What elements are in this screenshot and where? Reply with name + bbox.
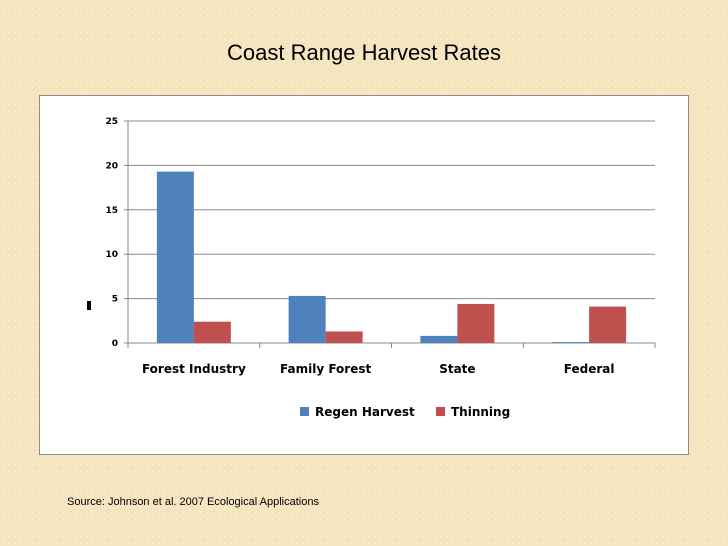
gridlines [128,120,655,300]
axis-labels: 0 5 10 15 20 25 Forest Industry Family Forest St… [105,117,614,376]
bar-chart: 0 5 10 15 20 25 Forest Industry Family Forest St… [87,117,656,419]
x-category-label: Federal [564,362,615,376]
y-tick-label: 0 [112,339,118,349]
chart-frame: 0 5 10 15 20 25 Forest Industry Family Forest St… [39,95,689,455]
y-tick-label: 15 [105,206,118,216]
legend-swatch [300,407,309,416]
source-note: Source: Johnson et al. 2007 Ecological A… [67,496,319,508]
bar-regen-harvest [552,342,590,343]
legend: Regen Harvest Thinning [300,405,510,419]
bar-thinning [457,303,495,343]
bar-thinning [325,331,363,343]
slide-title: Coast Range Harvest Rates [227,40,501,65]
x-category-label: Family Forest [280,362,371,376]
bar-regen-harvest [420,335,458,343]
y-tick-label: 20 [105,161,118,171]
y-tick-label: 25 [105,117,118,127]
bar-thinning [589,306,627,343]
legend-label: Regen Harvest [315,405,415,419]
y-tick-label: 5 [112,295,118,305]
legend-swatch [436,407,445,416]
bars [156,171,627,343]
x-category-label: Forest Industry [142,362,246,376]
bar-thinning [193,321,231,343]
axis-marker [87,301,91,310]
bar-regen-harvest [288,295,326,343]
x-category-label: State [439,362,475,376]
bar-regen-harvest [156,171,194,343]
y-tick-label: 10 [105,250,118,260]
legend-label: Thinning [451,405,510,419]
